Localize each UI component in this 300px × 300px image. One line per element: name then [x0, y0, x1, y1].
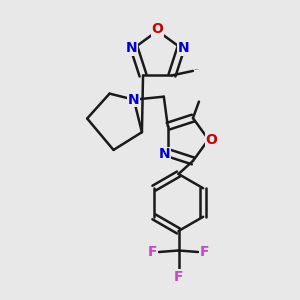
Text: F: F	[200, 245, 209, 259]
Text: N: N	[128, 93, 140, 107]
Text: O: O	[152, 22, 164, 36]
Text: N: N	[178, 41, 189, 55]
Text: O: O	[206, 133, 218, 146]
Text: N: N	[126, 41, 137, 55]
Text: F: F	[148, 245, 157, 259]
Text: N: N	[159, 147, 171, 161]
Text: F: F	[174, 270, 183, 283]
Text: methyl: methyl	[194, 69, 199, 70]
